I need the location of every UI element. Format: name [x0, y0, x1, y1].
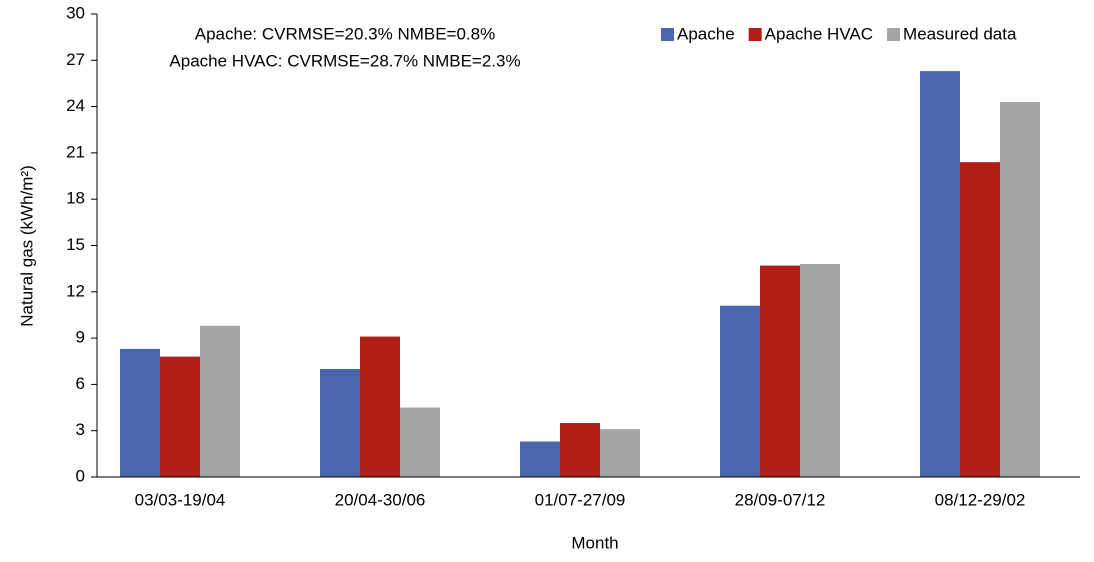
- x-tick-label: 03/03-19/04: [135, 490, 226, 509]
- y-tick-label: 24: [66, 96, 85, 115]
- annotation: Apache HVAC: CVRMSE=28.7% NMBE=2.3%: [169, 51, 520, 70]
- legend-label: Apache: [677, 24, 735, 43]
- y-tick-label: 3: [76, 420, 85, 439]
- x-tick-label: 28/09-07/12: [735, 490, 826, 509]
- x-tick-label: 08/12-29/02: [935, 490, 1026, 509]
- bar: [400, 407, 440, 477]
- y-tick-label: 15: [66, 235, 85, 254]
- y-tick-label: 12: [66, 281, 85, 300]
- bar: [160, 356, 200, 477]
- bar: [1000, 101, 1040, 477]
- bar: [200, 325, 240, 477]
- bar: [320, 368, 360, 477]
- y-tick-label: 27: [66, 50, 85, 69]
- bar: [800, 264, 840, 477]
- x-tick-label: 01/07-27/09: [535, 490, 626, 509]
- x-tick-label: 20/04-30/06: [335, 490, 426, 509]
- annotation: Apache: CVRMSE=20.3% NMBE=0.8%: [195, 24, 495, 43]
- bar: [960, 162, 1000, 477]
- bar: [360, 336, 400, 477]
- bar: [920, 71, 960, 477]
- bar: [720, 305, 760, 477]
- legend-label: Apache HVAC: [765, 24, 873, 43]
- x-axis-label: Month: [571, 533, 618, 552]
- y-tick-label: 6: [76, 374, 85, 393]
- y-tick-label: 18: [66, 189, 85, 208]
- bar: [520, 441, 560, 477]
- bar: [560, 422, 600, 477]
- legend-swatch: [661, 28, 674, 41]
- legend-swatch: [748, 28, 762, 41]
- bar: [600, 429, 640, 477]
- legend-label: Measured data: [903, 24, 1017, 43]
- bar: [760, 265, 800, 477]
- y-tick-label: 9: [76, 328, 85, 347]
- y-tick-label: 21: [66, 142, 85, 161]
- y-tick-label: 30: [66, 3, 85, 22]
- y-axis-label: Natural gas (kWh/m²): [17, 165, 36, 327]
- legend-swatch: [887, 28, 901, 41]
- bar: [120, 348, 160, 477]
- y-tick-label: 0: [76, 466, 85, 485]
